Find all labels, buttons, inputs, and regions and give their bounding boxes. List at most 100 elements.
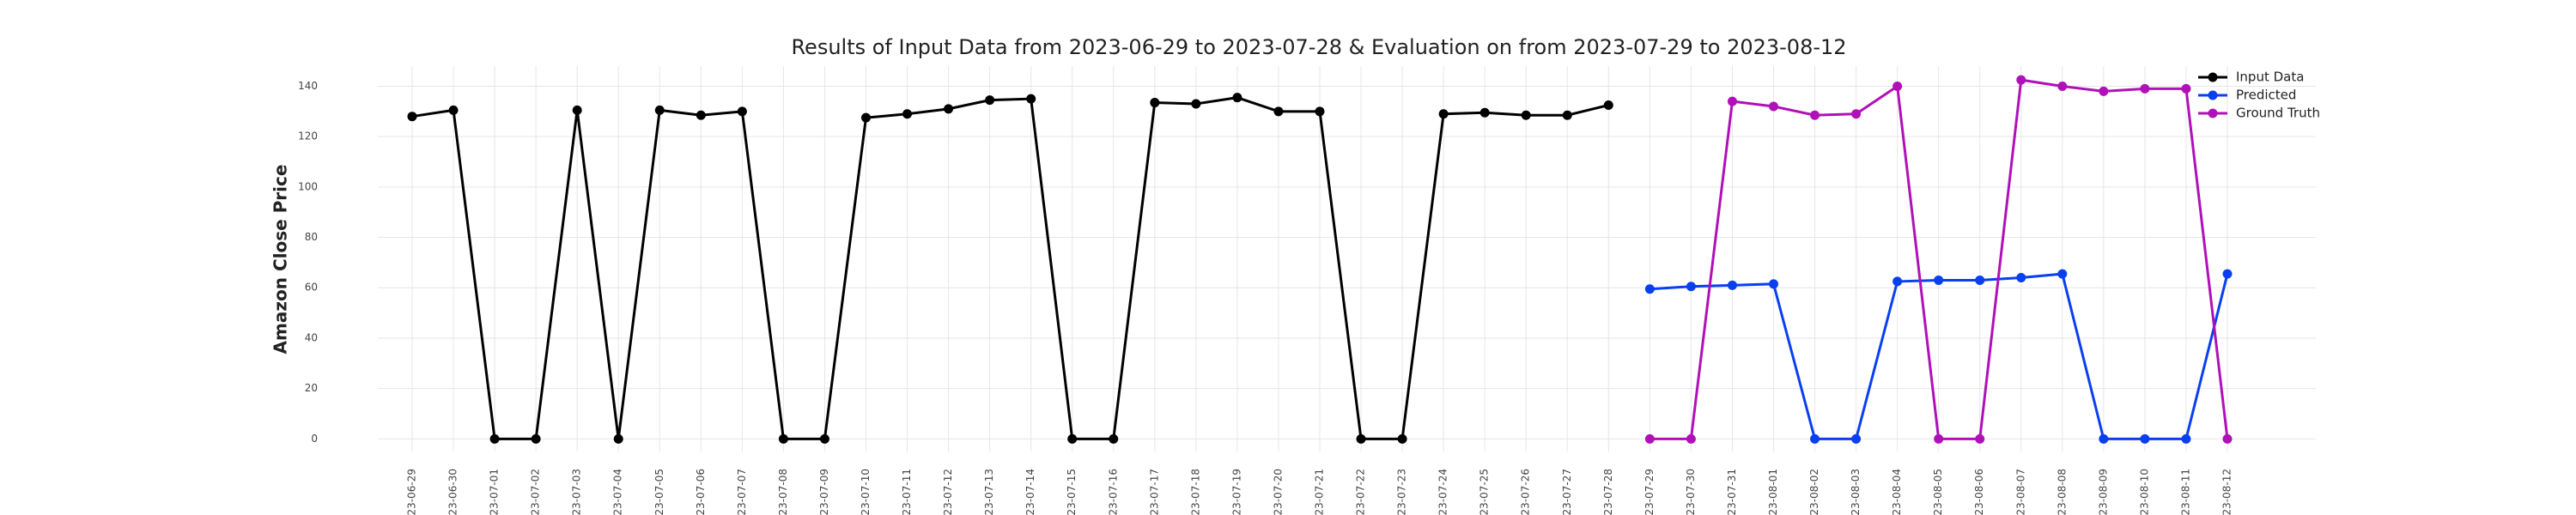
data-point: [1109, 433, 1119, 444]
x-tick-label: 2023-07-20: [1272, 469, 1284, 515]
x-tick-label: 2023-07-02: [530, 469, 542, 515]
data-point: [1150, 98, 1160, 108]
x-tick-label: 2023-07-29: [1643, 469, 1656, 515]
x-tick-label: 2023-07-14: [1024, 469, 1036, 515]
y-tick-label: 60: [305, 282, 318, 294]
data-point: [1232, 93, 1242, 103]
data-point: [1851, 433, 1862, 444]
data-point: [1727, 280, 1737, 290]
data-point: [1315, 106, 1325, 117]
data-point: [1769, 101, 1778, 112]
data-point: [1769, 279, 1778, 289]
x-tick-label: 2023-07-07: [736, 469, 748, 515]
legend-marker: [2208, 90, 2218, 100]
data-point: [613, 433, 623, 444]
x-tick-label: 2023-07-04: [612, 469, 624, 515]
data-point: [2099, 86, 2109, 96]
data-point: [1893, 276, 1903, 287]
legend-marker: [2208, 108, 2218, 118]
x-tick-label: 2023-07-09: [818, 469, 830, 515]
data-point: [1686, 282, 1696, 292]
x-tick-label: 2023-07-16: [1107, 469, 1119, 515]
y-tick-label: 140: [298, 80, 318, 92]
data-point: [985, 95, 995, 106]
x-tick-label: 2023-07-27: [1561, 469, 1573, 515]
x-tick-label: 2023-07-01: [489, 469, 501, 515]
x-tick-label: 2023-07-22: [1355, 469, 1367, 515]
legend-marker: [2208, 72, 2218, 82]
y-tick-label: 80: [305, 231, 318, 243]
data-point: [737, 106, 747, 117]
data-point: [1934, 433, 1944, 444]
data-point: [2181, 83, 2191, 94]
x-tick-label: 2023-08-11: [2179, 469, 2191, 515]
x-tick-label: 2023-07-26: [1520, 469, 1532, 515]
x-tick-label: 2023-08-02: [1808, 469, 1820, 515]
x-tick-label: 2023-06-30: [447, 469, 459, 515]
x-tick-label: 2023-07-18: [1189, 469, 1201, 515]
x-tick-label: 2023-07-21: [1314, 469, 1326, 515]
data-point: [1191, 99, 1201, 109]
y-tick-label: 120: [298, 130, 318, 142]
data-point: [1603, 100, 1613, 110]
series-line: [411, 96, 1609, 440]
data-point: [1562, 110, 1572, 120]
data-point: [572, 105, 582, 115]
x-tick-label: 2023-07-23: [1396, 469, 1408, 515]
data-point: [1521, 110, 1531, 120]
data-point: [1810, 433, 1820, 444]
data-point: [1934, 275, 1944, 285]
x-tick-label: 2023-06-29: [406, 469, 418, 515]
data-point: [1686, 433, 1696, 444]
x-tick-label: 2023-07-31: [1726, 469, 1738, 515]
data-point: [1067, 433, 1078, 444]
data-point: [819, 433, 829, 444]
x-tick-label: 2023-08-06: [1973, 469, 1985, 515]
data-point: [696, 110, 706, 120]
y-tick-label: 20: [305, 382, 318, 394]
data-point: [2016, 75, 2026, 85]
x-tick-label: 2023-08-12: [2221, 469, 2233, 515]
x-tick-label: 2023-08-03: [1850, 469, 1862, 515]
x-tick-label: 2023-07-11: [901, 469, 913, 515]
x-tick-label: 2023-07-05: [653, 469, 665, 515]
data-point: [2222, 433, 2233, 444]
x-tick-label: 2023-07-24: [1437, 469, 1449, 515]
x-tick-label: 2023-07-08: [777, 469, 789, 515]
data-point: [2057, 269, 2068, 279]
x-tick-label: 2023-07-19: [1230, 469, 1242, 515]
data-point: [2140, 433, 2150, 444]
x-tick-label: 2023-08-08: [2056, 469, 2068, 515]
data-point: [778, 433, 788, 444]
x-tick-label: 2023-08-05: [1932, 469, 1944, 515]
data-point: [902, 109, 913, 119]
data-point: [2099, 433, 2109, 444]
legend-label: Ground Truth: [2236, 106, 2320, 121]
data-point: [1851, 109, 1862, 119]
data-point: [2140, 83, 2150, 94]
y-tick-label: 100: [298, 180, 318, 192]
x-tick-label: 2023-08-10: [2138, 469, 2150, 515]
data-point: [1479, 107, 1490, 118]
data-point: [448, 105, 459, 115]
data-point: [1975, 275, 1985, 285]
data-point: [1397, 433, 1407, 444]
y-tick-label: 40: [305, 331, 318, 343]
data-point: [1356, 433, 1366, 444]
y-tick-label: 0: [311, 433, 318, 445]
data-point: [944, 104, 954, 114]
data-point: [861, 112, 871, 123]
x-tick-label: 2023-07-17: [1148, 469, 1160, 515]
x-tick-label: 2023-07-28: [1602, 469, 1614, 515]
x-tick-label: 2023-07-30: [1685, 469, 1697, 515]
data-point: [1438, 109, 1449, 119]
x-tick-label: 2023-07-25: [1479, 469, 1491, 515]
y-axis-label: Amazon Close Price: [270, 165, 291, 354]
x-tick-label: 2023-08-07: [2014, 469, 2026, 515]
data-point: [2222, 269, 2233, 279]
data-point: [407, 112, 417, 122]
x-tick-label: 2023-08-09: [2097, 469, 2109, 515]
chart-title: Results of Input Data from 2023-06-29 to…: [791, 35, 1846, 59]
